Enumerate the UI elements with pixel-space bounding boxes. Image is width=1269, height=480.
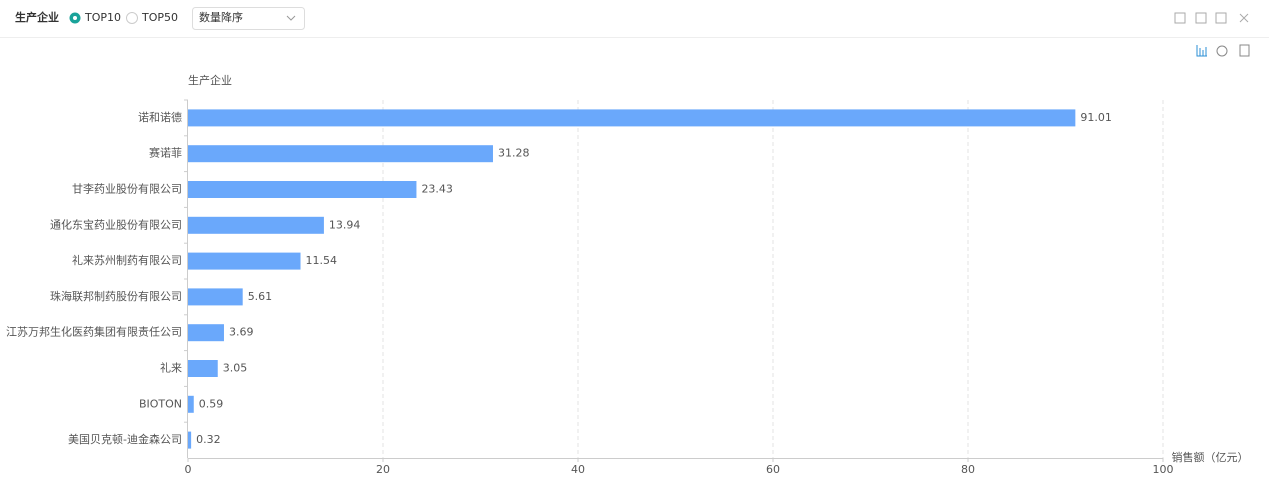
x-tick-label: 20 — [376, 463, 390, 476]
y-tick-label: 珠海联邦制药股份有限公司 — [50, 289, 182, 303]
bar — [188, 109, 1076, 127]
y-tick-label: BIOTON — [139, 397, 182, 410]
pie-chart-icon[interactable] — [1216, 45, 1228, 57]
y-tick-label: 甘李药业股份有限公司 — [72, 182, 182, 196]
y-tick-label: 美国贝克顿-迪金森公司 — [68, 432, 182, 446]
radio[interactable] — [126, 12, 138, 24]
bar — [188, 395, 194, 413]
x-tick-label: 60 — [766, 463, 780, 476]
bar — [188, 360, 218, 377]
table-icon[interactable] — [1239, 44, 1250, 57]
x-tick-label: 80 — [961, 463, 975, 476]
value-label: 11.54 — [306, 254, 338, 267]
value-label: 31.28 — [498, 147, 529, 160]
bar-chart-icon[interactable] — [1196, 45, 1207, 57]
value-label: 23.43 — [421, 183, 453, 196]
y-axis-title: 生产企业 — [188, 73, 232, 87]
x-tick-label: 100 — [1153, 463, 1174, 476]
open-icon[interactable] — [1215, 12, 1227, 24]
y-tick-label: 赛诺菲 — [149, 146, 182, 160]
value-label: 0.32 — [196, 433, 221, 446]
value-label: 5.61 — [248, 290, 273, 303]
bar — [188, 145, 493, 163]
y-tick-label: 通化东宝药业股份有限公司 — [50, 217, 182, 231]
value-label: 3.69 — [229, 326, 254, 339]
y-tick-label: 礼来苏州制药有限公司 — [72, 253, 182, 267]
fullscreen-icon[interactable] — [1174, 12, 1186, 24]
y-tick-label: 江苏万邦生化医药集团有限责任公司 — [6, 325, 182, 339]
radio-label[interactable]: TOP10 — [84, 11, 121, 24]
sort-select[interactable] — [192, 7, 305, 30]
radio-label[interactable]: TOP50 — [141, 11, 178, 24]
download-icon[interactable] — [1195, 12, 1207, 24]
x-tick-label: 0 — [185, 463, 192, 476]
x-tick-label: 40 — [571, 463, 585, 476]
value-label: 0.59 — [199, 397, 224, 410]
y-tick-label: 礼来 — [160, 361, 182, 375]
y-tick-label: 诺和诺德 — [138, 110, 182, 124]
dropdown-arrow — [286, 15, 296, 21]
x-axis-title: 销售额（亿元） — [1172, 450, 1249, 464]
bar — [188, 324, 224, 342]
value-label: 3.05 — [223, 362, 248, 375]
widget-title: 生产企业 — [15, 10, 59, 24]
close-icon[interactable] — [1239, 13, 1249, 23]
radio-dot — [73, 16, 77, 20]
value-label: 13.94 — [329, 218, 361, 231]
bar — [188, 216, 324, 234]
bar — [188, 181, 417, 198]
sort-value: 数量降序 — [199, 10, 243, 24]
value-label: 91.01 — [1080, 111, 1112, 124]
bar — [188, 431, 192, 449]
bar — [188, 252, 301, 270]
bar — [188, 288, 243, 306]
